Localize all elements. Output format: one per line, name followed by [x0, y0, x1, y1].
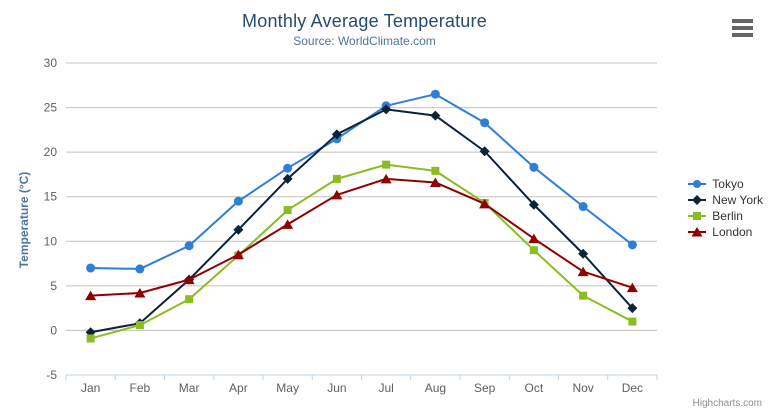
x-axis-label: Jul	[378, 381, 393, 395]
square-marker	[86, 334, 95, 343]
circle-marker	[283, 163, 293, 173]
x-axis-label: Oct	[525, 381, 544, 395]
legend-item-berlin[interactable]: Berlin	[687, 209, 763, 223]
triangle-marker	[626, 282, 638, 293]
y-axis-label: 5	[50, 279, 57, 293]
legend-item-tokyo[interactable]: Tokyo	[687, 177, 763, 191]
legend-square-icon	[688, 212, 707, 220]
x-axis-label: Jun	[327, 381, 346, 395]
square-marker	[529, 246, 538, 255]
legend-item-new-york[interactable]: New York	[687, 193, 763, 207]
y-axis-label: 10	[44, 234, 58, 248]
square-marker	[135, 321, 144, 330]
circle-marker	[86, 263, 96, 273]
triangle-marker	[380, 173, 392, 184]
diamond-marker	[331, 129, 342, 140]
legend-item-label: Berlin	[712, 209, 743, 223]
square-marker	[579, 291, 588, 300]
y-axis-label: -5	[46, 368, 57, 382]
diamond-marker	[578, 248, 589, 259]
triangle-marker	[85, 290, 97, 301]
square-marker	[382, 160, 391, 169]
chart-title: Monthly Average Temperature	[242, 11, 487, 31]
legend-item-label: Tokyo	[712, 177, 744, 191]
circle-marker	[430, 89, 440, 99]
circle-marker	[233, 196, 243, 206]
circle-marker	[184, 241, 194, 251]
legend-diamond-icon	[688, 195, 707, 205]
triangle-marker	[429, 177, 441, 187]
series-line	[89, 93, 634, 270]
diamond-marker	[479, 146, 490, 157]
x-axis-label: Apr	[229, 381, 248, 395]
y-axis-label: 25	[44, 101, 58, 115]
credits-link[interactable]: Highcharts.com	[692, 398, 762, 409]
circle-marker	[529, 162, 539, 172]
x-axis-label: Dec	[622, 381, 643, 395]
diamond-marker	[381, 104, 392, 115]
circle-marker	[480, 118, 490, 128]
legend-circle-icon	[688, 180, 707, 188]
x-axis-label: Jan	[81, 381, 100, 395]
triangle-marker	[577, 266, 589, 277]
triangle-marker	[479, 198, 491, 209]
triangle-marker	[134, 287, 146, 298]
diamond-marker	[282, 173, 293, 184]
legend-triangle-icon	[688, 227, 707, 237]
series-london[interactable]	[85, 173, 638, 301]
series-new-york[interactable]	[85, 104, 638, 338]
hamburger-icon	[732, 26, 753, 30]
legend-item-label: London	[712, 225, 753, 239]
diamond-marker	[627, 303, 638, 314]
series-tokyo[interactable]	[86, 89, 637, 274]
legend-item-london[interactable]: London	[687, 225, 763, 239]
hamburger-icon	[732, 33, 753, 37]
square-marker	[283, 206, 292, 215]
triangle-marker	[232, 249, 244, 260]
hamburger-icon	[732, 19, 753, 23]
x-axis-label: Sep	[474, 381, 496, 395]
x-axis-label: Nov	[572, 381, 593, 395]
x-axis-label: May	[276, 381, 299, 395]
triangle-marker	[528, 233, 540, 244]
series-line	[89, 177, 634, 297]
series-berlin[interactable]	[86, 160, 637, 343]
x-axis-label: Feb	[130, 381, 151, 395]
triangle-marker	[282, 219, 294, 229]
y-axis-label: 20	[44, 145, 58, 159]
square-marker	[628, 317, 637, 326]
diamond-marker	[233, 224, 244, 235]
y-axis-label: 0	[50, 323, 57, 337]
circle-marker	[578, 202, 588, 212]
chart-subtitle: Source: WorldClimate.com	[293, 34, 436, 48]
triangle-marker	[183, 274, 195, 285]
square-marker	[431, 166, 440, 175]
series-line	[89, 163, 634, 340]
diamond-marker	[430, 110, 441, 121]
diamond-marker	[528, 199, 539, 210]
x-axis-label: Aug	[425, 381, 446, 395]
circle-marker	[627, 240, 637, 250]
legend: Tokyo New York Berlin London	[687, 177, 763, 239]
y-axis-label: 15	[44, 190, 58, 204]
x-axis-label: Mar	[179, 381, 200, 395]
circle-marker	[135, 264, 145, 274]
series-line	[89, 108, 634, 334]
context-menu-button[interactable]	[732, 19, 753, 37]
square-marker	[185, 295, 194, 304]
legend-item-label: New York	[712, 193, 763, 207]
square-marker	[332, 174, 341, 183]
y-axis-label: 30	[44, 56, 58, 70]
triangle-marker	[331, 189, 343, 200]
